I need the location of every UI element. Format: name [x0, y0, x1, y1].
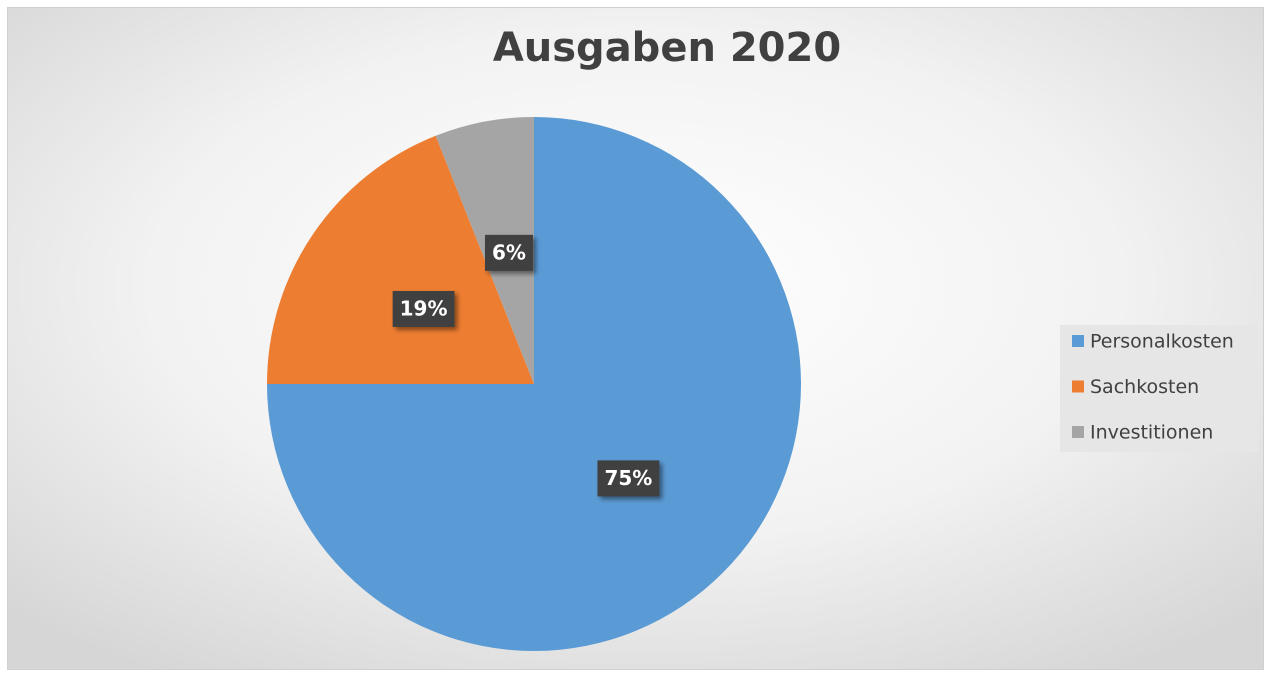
data-label-box: [392, 290, 455, 327]
data-label-text: 19%: [400, 296, 448, 320]
legend-swatch: [1072, 426, 1084, 438]
legend-label: Investitionen: [1090, 422, 1213, 444]
data-label-text: 75%: [604, 466, 652, 490]
data-label: 6%: [485, 234, 533, 271]
data-label-text: 6%: [492, 240, 526, 264]
pie-slice: [435, 117, 534, 384]
data-label: 19%: [392, 290, 455, 327]
data-label: 75%: [597, 460, 660, 497]
data-label-box: [485, 234, 533, 271]
legend-box: [1060, 325, 1258, 452]
legend-swatch: [1072, 335, 1084, 347]
legend-label: Personalkosten: [1090, 331, 1234, 353]
legend-label: Sachkosten: [1090, 376, 1199, 398]
legend-swatch: [1072, 380, 1084, 393]
data-label-box: [597, 460, 660, 497]
pie-slice: [267, 135, 534, 384]
chart-title: Ausgaben 2020: [493, 25, 841, 71]
